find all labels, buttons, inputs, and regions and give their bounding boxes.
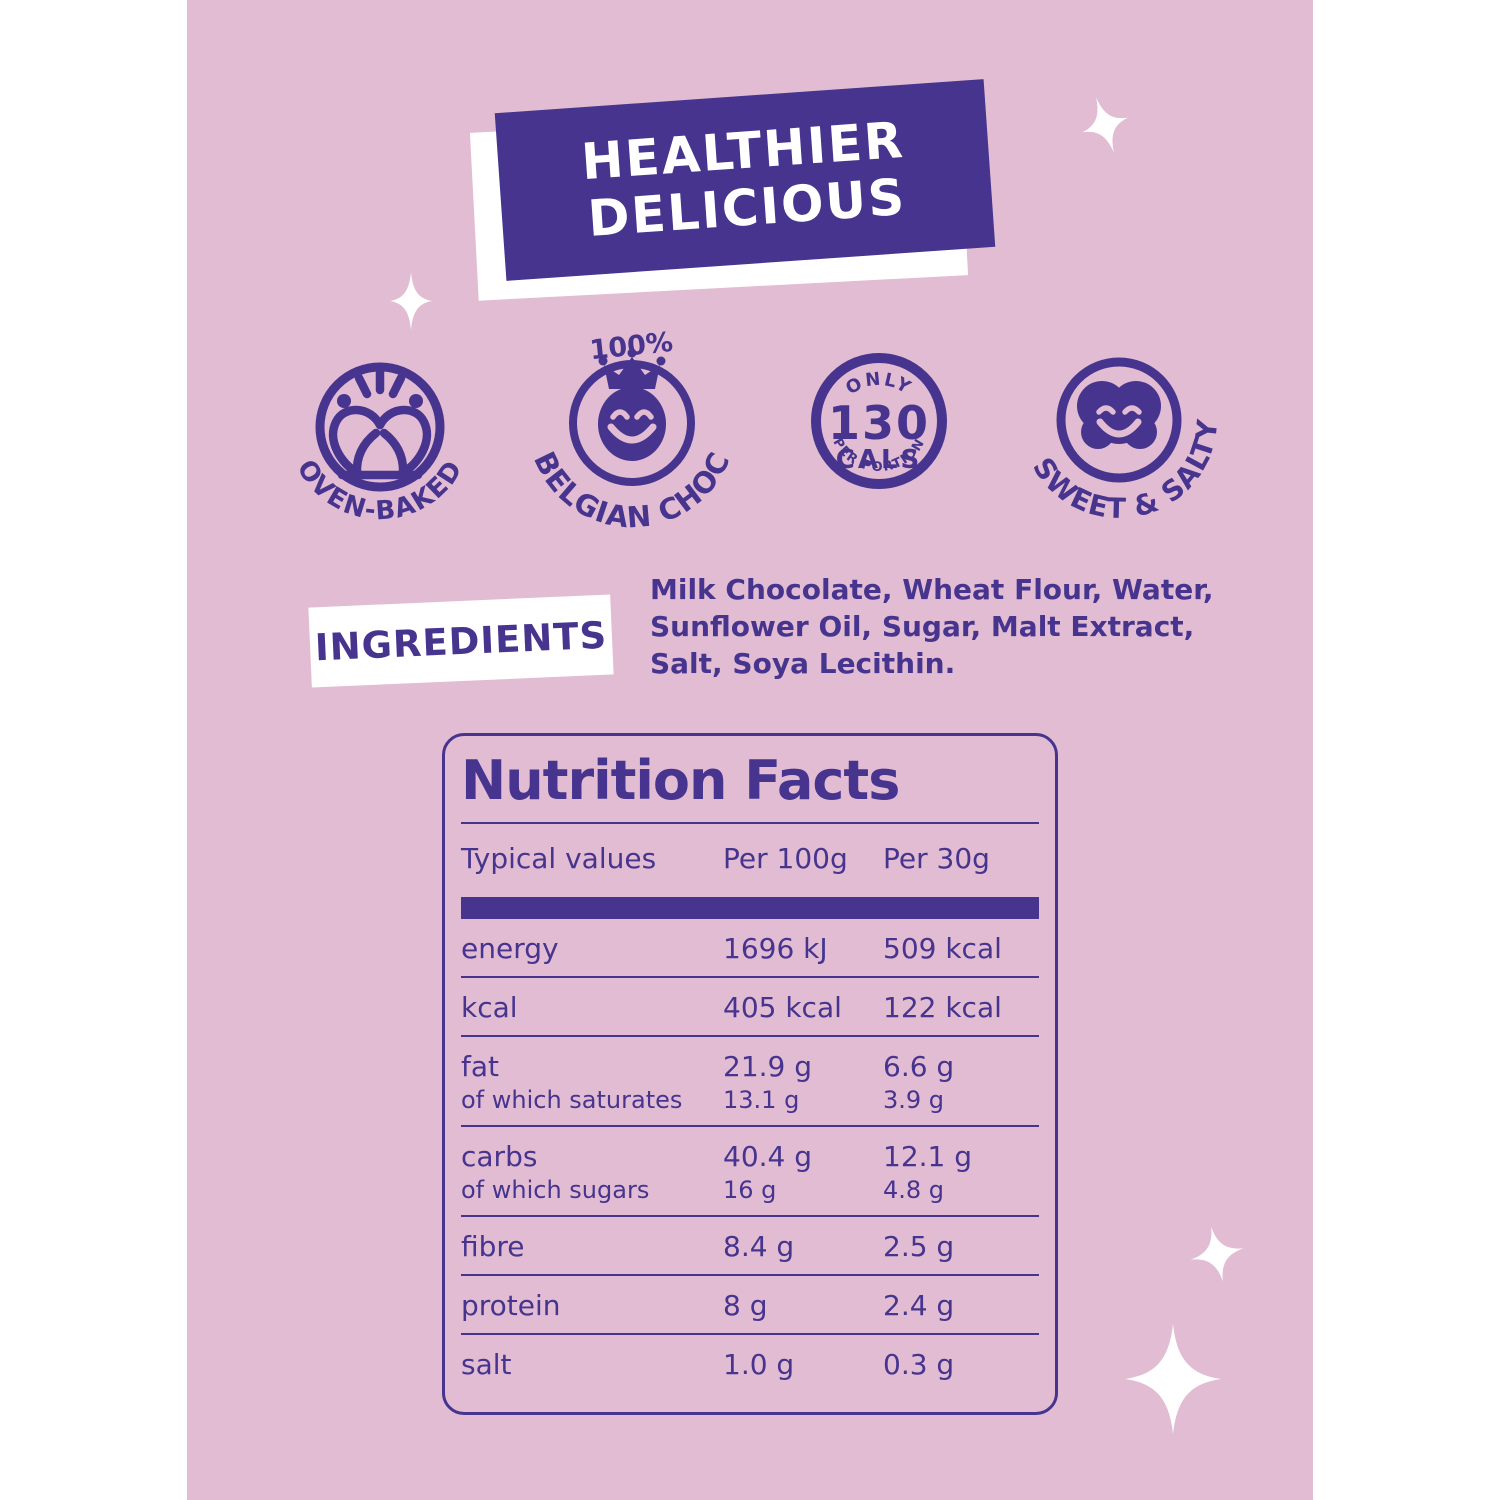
nutrient-label: kcal: [461, 991, 518, 1024]
value-per-30g: 0.3 g: [883, 1348, 955, 1381]
calorie-stamp-badge: ONLY 130 CALS PER PORTION: [811, 353, 947, 489]
table-accent-bar: [461, 897, 1039, 919]
table-row-fat: fat 21.9 g 6.6 g of which saturates 13.1…: [461, 1037, 1039, 1127]
value-per-100g: 21.9 g: [723, 1050, 813, 1083]
smiling-tooth-icon: [1077, 376, 1161, 462]
value-per-100g: 40.4 g: [723, 1140, 813, 1173]
table-row-carbs: carbs 40.4 g 12.1 g of which sugars 16 g…: [461, 1127, 1039, 1217]
sub-value-per-30g: 3.9 g: [883, 1086, 945, 1114]
value-per-30g: 2.4 g: [883, 1289, 955, 1322]
ingredients-line: Salt, Soya Lecithin.: [650, 647, 956, 680]
table-row-kcal: kcal 405 kcal 122 kcal: [461, 978, 1039, 1037]
crowned-smiley-icon: [598, 348, 666, 461]
nutrient-label: protein: [461, 1289, 561, 1322]
sub-nutrient-label: of which sugars: [461, 1176, 650, 1204]
nutrition-title: Nutrition Facts: [461, 749, 900, 812]
oven-baked-badge: OVEN-BAKED: [291, 362, 468, 526]
nutrient-label: fat: [461, 1050, 499, 1083]
ingredients-line: Milk Chocolate, Wheat Flour, Water,: [650, 573, 1214, 606]
value-per-100g: 8.4 g: [723, 1230, 795, 1263]
table-row-fibre: fibre 8.4 g 2.5 g: [461, 1217, 1039, 1276]
ingredients-text: Milk Chocolate, Wheat Flour, Water, Sunf…: [650, 571, 1214, 682]
nutrition-header-row: Typical values Per 100g Per 30g: [461, 824, 1039, 897]
stamp-line-cals: CALS: [836, 445, 923, 475]
sub-value-per-100g: 16 g: [723, 1176, 777, 1204]
banner-box: HEALTHIER DELICIOUS: [494, 79, 996, 281]
column-header-typical-values: Typical values: [461, 842, 657, 875]
badge-ring: [1056, 357, 1182, 483]
value-per-100g: 8 g: [723, 1289, 768, 1322]
pretzel-icon: [328, 366, 432, 480]
stamp-line-130: 130: [828, 396, 930, 450]
stamp-line-only: ONLY: [842, 368, 916, 399]
ingredients-line: Sunflower Oil, Sugar, Malt Extract,: [650, 610, 1195, 643]
sub-value-per-100g: 13.1 g: [723, 1086, 800, 1114]
value-per-100g: 1.0 g: [723, 1348, 795, 1381]
sparkle-icon: [1082, 97, 1128, 153]
ingredients-heading-box: INGREDIENTS: [308, 594, 614, 688]
sub-value-per-30g: 4.8 g: [883, 1176, 945, 1204]
value-per-100g: 1696 kJ: [723, 932, 828, 965]
value-per-100g: 405 kcal: [723, 991, 842, 1024]
badge-ring: [811, 353, 947, 489]
value-per-30g: 6.6 g: [883, 1050, 955, 1083]
sweet-salty-badge: SWEET & SALTY: [1023, 357, 1239, 547]
nutrient-label: carbs: [461, 1140, 538, 1173]
nutrient-label: fibre: [461, 1230, 525, 1263]
pink-label-panel: HEALTHIER DELICIOUS OVEN-BAKED: [187, 0, 1313, 1500]
table-row-protein: protein 8 g 2.4 g: [461, 1276, 1039, 1335]
nutrient-label: salt: [461, 1348, 512, 1381]
nutrient-label: energy: [461, 932, 559, 965]
sparkle-icon: [390, 272, 432, 330]
ray-dot: [409, 394, 423, 408]
ray-dot: [337, 394, 351, 408]
sparkle-icon: [1190, 1226, 1244, 1282]
column-header-per-100g: Per 100g: [723, 842, 848, 875]
value-per-30g: 509 kcal: [883, 932, 1002, 965]
divider: [461, 822, 1039, 824]
table-row-energy: energy 1696 kJ 509 kcal: [461, 919, 1039, 978]
sub-nutrient-label: of which saturates: [461, 1086, 683, 1114]
nutrition-facts-panel: Nutrition Facts Typical values Per 100g …: [442, 733, 1058, 1415]
value-per-30g: 122 kcal: [883, 991, 1002, 1024]
value-per-30g: 2.5 g: [883, 1230, 955, 1263]
column-header-per-30g: Per 30g: [883, 842, 990, 875]
belgian-choc-badge: 100% BELGIAN CHOC: [527, 327, 736, 535]
ingredients-heading: INGREDIENTS: [313, 613, 609, 669]
sparkle-icon: [1125, 1324, 1221, 1434]
headline-banner: HEALTHIER DELICIOUS: [469, 79, 996, 301]
table-row-salt: salt 1.0 g 0.3 g: [461, 1335, 1039, 1392]
value-per-30g: 12.1 g: [883, 1140, 973, 1173]
